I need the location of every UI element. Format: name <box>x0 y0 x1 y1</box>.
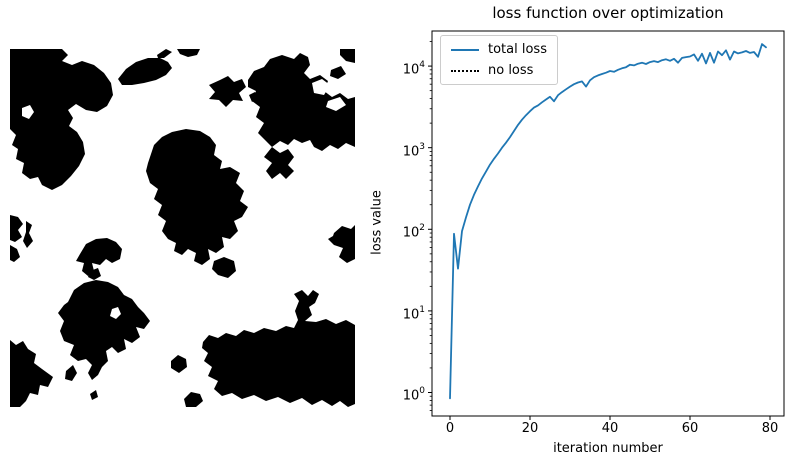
y-tick-label: 102 <box>402 223 425 241</box>
y-tick-label: 104 <box>402 60 425 78</box>
legend: total loss no loss <box>440 35 558 85</box>
mask-blob <box>10 215 23 242</box>
x-tick-label: 80 <box>761 421 779 436</box>
mask-blob <box>328 225 355 263</box>
mask-blob <box>202 290 355 407</box>
y-tick-label: 103 <box>402 141 425 160</box>
mask-blob <box>88 268 101 280</box>
x-tick-label: 40 <box>601 421 619 436</box>
legend-item-total-loss: total loss <box>451 42 547 57</box>
mask-blob <box>58 280 150 380</box>
mask-blob <box>90 390 98 400</box>
legend-line-sample-solid <box>451 48 479 51</box>
mask-blob <box>171 355 187 373</box>
mask-blob <box>330 66 346 79</box>
binary-mask-image <box>10 49 355 407</box>
mask-blob <box>177 49 200 57</box>
legend-label: no loss <box>488 63 534 78</box>
mask-blob <box>264 147 294 179</box>
legend-item-no-loss: no loss <box>451 63 547 78</box>
mask-blob <box>10 245 20 262</box>
series-line-total-loss <box>449 43 767 400</box>
x-axis-label: iteration number <box>553 441 663 456</box>
mask-blob <box>212 257 236 278</box>
mask-blob <box>248 53 355 151</box>
mask-blob <box>157 49 172 58</box>
y-axis-label: loss value <box>369 190 385 255</box>
mask-blob <box>146 129 248 265</box>
mask-blob <box>23 221 33 248</box>
mask-hole <box>110 307 121 319</box>
y-tick-label: 100 <box>402 386 425 404</box>
x-tick-label: 60 <box>681 421 699 436</box>
mask-blob <box>10 49 113 190</box>
mask-blob <box>340 49 355 63</box>
x-tick-label: 0 <box>445 421 455 436</box>
legend-line-sample-dotted <box>451 69 479 72</box>
axes-frame <box>431 30 785 417</box>
mask-blob <box>65 365 77 381</box>
mask-hole <box>22 105 34 119</box>
mask-blob <box>76 238 122 276</box>
mask-hole <box>326 97 346 111</box>
mask-blob <box>209 76 246 107</box>
y-tick-label: 101 <box>402 304 425 323</box>
legend-label: total loss <box>488 42 547 57</box>
mask-blob <box>118 58 172 85</box>
x-tick-label: 20 <box>521 421 539 436</box>
mask-blob <box>184 392 203 407</box>
mask-blob <box>10 340 53 407</box>
mask-hole <box>312 79 330 95</box>
chart-title: loss function over optimization <box>492 4 724 22</box>
